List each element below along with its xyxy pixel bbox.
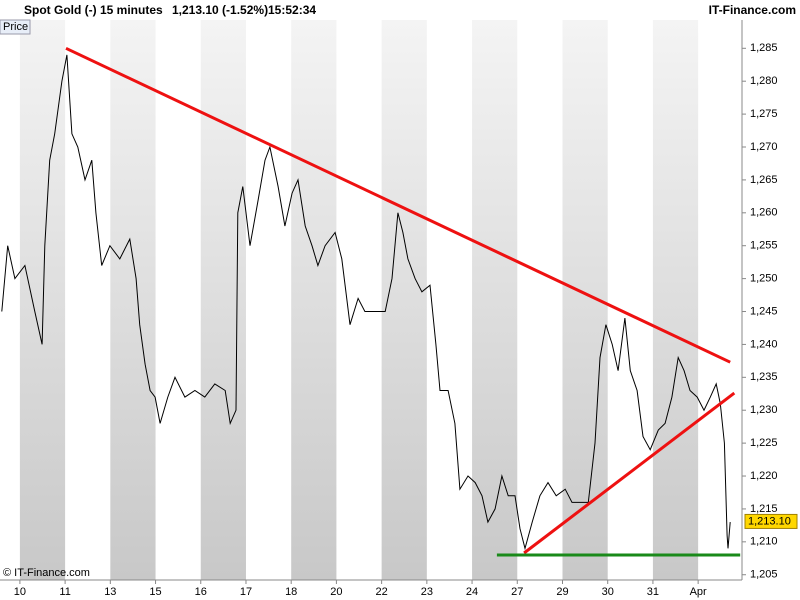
y-tick-label: 1,210 [750, 536, 778, 548]
x-tick-label: 16 [195, 586, 207, 598]
x-tick-label: 18 [285, 586, 297, 598]
day-band [291, 20, 337, 580]
day-band [110, 20, 156, 580]
panel-label-box [0, 19, 31, 35]
x-tick-label: 30 [602, 586, 614, 598]
x-tick-label: 20 [330, 586, 342, 598]
x-tick-label: 11 [59, 586, 70, 598]
time: 15:52:34 [268, 3, 316, 17]
y-tick-label: 1,225 [750, 437, 778, 449]
x-tick-label: 22 [376, 586, 388, 598]
y-tick-label: 1,230 [750, 404, 778, 416]
quote: 1,213.10 (-1.52%) [172, 3, 268, 17]
y-tick-label: 1,240 [750, 338, 778, 350]
interval: 15 minutes [100, 3, 163, 17]
y-tick-label: 1,285 [750, 42, 778, 54]
y-tick-label: 1,275 [750, 108, 778, 120]
y-tick-label: 1,205 [750, 569, 778, 581]
x-tick-label: 10 [14, 586, 26, 598]
brand: IT-Finance.com [709, 3, 796, 17]
trend-line [523, 391, 736, 555]
x-tick-label: 31 [647, 586, 659, 598]
x-tick-label: 24 [466, 586, 478, 598]
y-tick-label: 1,250 [750, 273, 778, 285]
day-band [472, 20, 518, 580]
x-tick-label: 29 [556, 586, 568, 598]
last-price-label: 1,213.10 [748, 515, 791, 527]
y-tick-label: 1,280 [750, 75, 778, 87]
y-tick-label: 1,270 [750, 141, 778, 153]
y-tick-label: 1,220 [750, 470, 778, 482]
x-tick-label: Apr [690, 586, 707, 598]
trend-line [65, 46, 731, 364]
x-tick-label: 17 [240, 586, 252, 598]
symbol: Spot Gold (-) [24, 3, 97, 17]
header-bar [0, 0, 800, 20]
y-tick-label: 1,265 [750, 174, 778, 186]
day-band [381, 20, 427, 580]
price-line [1, 54, 731, 551]
day-band [200, 20, 246, 580]
y-tick-label: 1,215 [750, 503, 778, 515]
x-tick-label: 15 [149, 586, 161, 598]
day-band [652, 20, 699, 580]
x-tick-label: 27 [511, 586, 523, 598]
panel-label: Price [3, 21, 28, 33]
y-tick-label: 1,245 [750, 305, 778, 317]
copyright: © IT-Finance.com [3, 567, 90, 579]
x-tick-label: 13 [104, 586, 116, 598]
y-tick-label: 1,235 [750, 371, 778, 383]
y-tick-label: 1,255 [750, 240, 778, 252]
x-tick-label: 23 [421, 586, 433, 598]
y-tick-label: 1,260 [750, 207, 778, 219]
last-price-box [744, 513, 798, 529]
